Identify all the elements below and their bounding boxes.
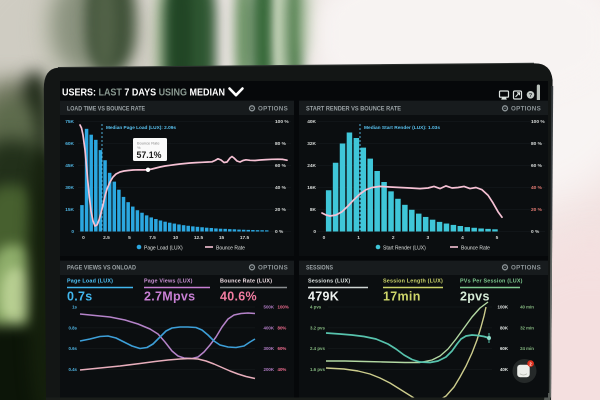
- svg-text:1: 1: [357, 235, 360, 241]
- svg-text:60%: 60%: [278, 346, 287, 351]
- svg-text:5: 5: [128, 235, 131, 241]
- svg-text:32K: 32K: [307, 141, 316, 147]
- svg-text:16K: 16K: [307, 185, 316, 191]
- svg-text:2.4 pvs: 2.4 pvs: [310, 346, 325, 351]
- svg-text:40 min: 40 min: [520, 305, 534, 310]
- svg-text:PAGE VIEWS VS ONLOAD: PAGE VIEWS VS ONLOAD: [67, 265, 136, 272]
- svg-text:45K: 45K: [65, 163, 74, 169]
- svg-text:4: 4: [461, 235, 464, 241]
- svg-text:Median Page Load (LUX): 2.09s: Median Page Load (LUX): 2.09s: [106, 125, 177, 130]
- svg-text:17.5: 17.5: [240, 235, 250, 241]
- svg-text:17min: 17min: [383, 290, 421, 304]
- svg-text:Page Views (LUX): Page Views (LUX): [144, 279, 193, 285]
- svg-text:60 %: 60 %: [531, 163, 543, 169]
- svg-text:12.5: 12.5: [194, 235, 204, 241]
- svg-text:0: 0: [313, 229, 316, 235]
- svg-text:2pvs: 2pvs: [460, 290, 490, 304]
- svg-text:0: 0: [71, 229, 74, 235]
- svg-text:24K: 24K: [307, 163, 316, 169]
- svg-text:2: 2: [529, 361, 532, 366]
- svg-text:300K: 300K: [264, 346, 275, 351]
- svg-text:Start Render (LUX): Start Render (LUX): [383, 245, 426, 251]
- svg-text:80 %: 80 %: [275, 141, 287, 147]
- svg-text:2.7Mpvs: 2.7Mpvs: [144, 290, 195, 304]
- svg-text:40K: 40K: [307, 119, 316, 125]
- svg-text:40 %: 40 %: [275, 185, 287, 191]
- svg-text:40 %: 40 %: [531, 185, 543, 191]
- svg-text:15: 15: [219, 235, 225, 241]
- svg-text:?: ?: [529, 93, 533, 99]
- svg-text:15K: 15K: [65, 207, 74, 213]
- svg-text:80K: 80K: [500, 325, 509, 330]
- svg-text:OPTIONS: OPTIONS: [258, 106, 288, 113]
- svg-text:100%: 100%: [278, 305, 289, 310]
- svg-text:60K: 60K: [500, 346, 509, 351]
- svg-text:40.6%: 40.6%: [220, 290, 257, 304]
- svg-text:8K: 8K: [310, 207, 317, 213]
- svg-text:80 %: 80 %: [531, 141, 543, 147]
- svg-text:200K: 200K: [264, 367, 275, 372]
- svg-text:0.8s: 0.8s: [68, 325, 77, 330]
- svg-text:Median Start Render (LUX): 1.0: Median Start Render (LUX): 1.03s: [364, 125, 441, 130]
- svg-text:30K: 30K: [65, 185, 74, 191]
- svg-text:USERS: LAST 7 DAYS USING MEDIA: USERS: LAST 7 DAYS USING MEDIAN: [62, 87, 225, 99]
- svg-text:7.5: 7.5: [149, 235, 156, 241]
- svg-text:Bounce Rate: Bounce Rate: [461, 245, 490, 251]
- svg-text:60 %: 60 %: [275, 163, 287, 169]
- svg-text:1.6 pvs: 1.6 pvs: [310, 367, 325, 372]
- svg-text:0: 0: [82, 235, 85, 241]
- svg-text:4 pvs: 4 pvs: [310, 305, 322, 310]
- svg-text:0: 0: [323, 235, 326, 241]
- svg-text:100 %: 100 %: [275, 119, 289, 125]
- svg-text:500K: 500K: [264, 305, 275, 310]
- svg-text:Bounce Rate: Bounce Rate: [216, 245, 245, 251]
- svg-text:479K: 479K: [308, 290, 339, 304]
- svg-text:OPTIONS: OPTIONS: [511, 106, 541, 113]
- svg-text:%: %: [137, 145, 141, 150]
- svg-text:Page Load (LUX): Page Load (LUX): [144, 245, 183, 251]
- svg-text:0.4s: 0.4s: [68, 367, 77, 372]
- svg-text:1s: 1s: [72, 305, 77, 310]
- svg-text:20 %: 20 %: [275, 207, 287, 213]
- svg-text:LOAD TIME VS BOUNCE RATE: LOAD TIME VS BOUNCE RATE: [67, 106, 145, 113]
- svg-text:Session Length (LUX): Session Length (LUX): [383, 279, 443, 285]
- svg-text:2: 2: [392, 235, 395, 241]
- svg-text:OPTIONS: OPTIONS: [511, 265, 541, 272]
- svg-text:Bounce Rate: Bounce Rate: [137, 141, 160, 146]
- svg-text:20 %: 20 %: [531, 207, 543, 213]
- svg-text:60K: 60K: [65, 141, 74, 147]
- svg-text:2.5: 2.5: [103, 235, 110, 241]
- svg-text:START RENDER VS BOUNCE RATE: START RENDER VS BOUNCE RATE: [306, 106, 401, 113]
- svg-text:40%: 40%: [278, 367, 287, 372]
- svg-text:100K: 100K: [498, 305, 509, 310]
- svg-text:40K: 40K: [500, 367, 509, 372]
- svg-text:3.2 pvs: 3.2 pvs: [310, 325, 325, 330]
- svg-text:0 %: 0 %: [531, 229, 540, 235]
- svg-text:PVs Per Session (LUX): PVs Per Session (LUX): [460, 279, 523, 285]
- svg-text:400K: 400K: [264, 325, 275, 330]
- svg-text:10: 10: [173, 235, 179, 241]
- svg-text:32 min: 32 min: [520, 325, 534, 330]
- svg-text:Sessions (LUX): Sessions (LUX): [308, 279, 350, 285]
- svg-text:Bounce Rate (LUX): Bounce Rate (LUX): [220, 279, 272, 285]
- svg-text:0 %: 0 %: [275, 229, 284, 235]
- svg-text:0.6s: 0.6s: [68, 346, 77, 351]
- svg-text:80%: 80%: [278, 325, 287, 330]
- svg-text:5: 5: [496, 235, 499, 241]
- svg-text:OPTIONS: OPTIONS: [258, 265, 288, 272]
- svg-text:Page Load (LUX): Page Load (LUX): [67, 279, 113, 285]
- svg-text:75K: 75K: [65, 119, 74, 125]
- svg-text:57.1%: 57.1%: [137, 150, 162, 160]
- svg-text:SESSIONS: SESSIONS: [306, 265, 333, 272]
- svg-text:100 %: 100 %: [531, 119, 545, 125]
- svg-text:0.7s: 0.7s: [67, 290, 93, 304]
- svg-text:24 min: 24 min: [520, 346, 534, 351]
- svg-text:3: 3: [426, 235, 429, 241]
